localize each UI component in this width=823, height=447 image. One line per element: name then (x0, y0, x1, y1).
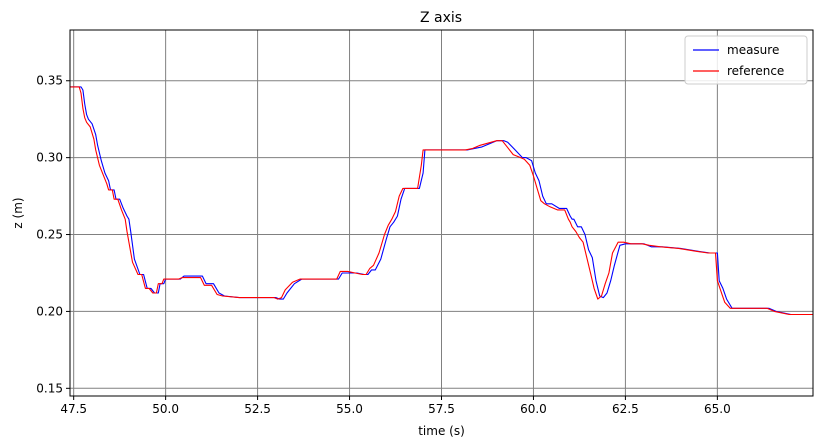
legend-label-measure: measure (727, 43, 779, 57)
grid (70, 30, 813, 396)
axis-ticks: 47.5 50.0 52.5 55.0 57.5 60.0 62.5 65.0 0.15 0.20… (36, 74, 730, 416)
y-tick-label: 0.30 (36, 151, 63, 165)
legend-box (684, 35, 808, 85)
chart-title: Z axis (420, 10, 462, 26)
x-tick-label: 50.0 (152, 402, 179, 416)
x-tick-label: 52.5 (244, 402, 271, 416)
y-tick-label: 0.20 (36, 304, 63, 318)
x-tick-label: 62.5 (612, 402, 639, 416)
x-axis-label: time (s) (418, 424, 465, 438)
y-tick-label: 0.15 (36, 381, 63, 395)
series-lines (70, 86, 813, 316)
x-tick-label: 57.5 (428, 402, 455, 416)
series-line-reference (70, 86, 813, 316)
x-tick-label: 55.0 (336, 402, 363, 416)
legend: measure reference (684, 35, 808, 85)
x-tick-label: 60.0 (520, 402, 547, 416)
y-tick-label: 0.25 (36, 228, 63, 242)
y-axis-label: z (m) (11, 197, 25, 228)
legend-label-reference: reference (727, 64, 784, 78)
y-tick-label: 0.35 (36, 74, 63, 88)
x-tick-label: 65.0 (704, 402, 731, 416)
x-tick-label: 47.5 (60, 402, 87, 416)
series-line-measure (70, 86, 813, 316)
